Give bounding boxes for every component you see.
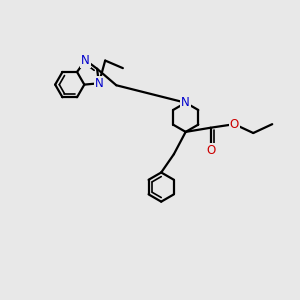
Text: N: N xyxy=(81,54,90,67)
Text: O: O xyxy=(206,144,215,157)
Text: N: N xyxy=(94,77,103,90)
Text: N: N xyxy=(181,96,190,109)
Text: O: O xyxy=(230,118,239,131)
